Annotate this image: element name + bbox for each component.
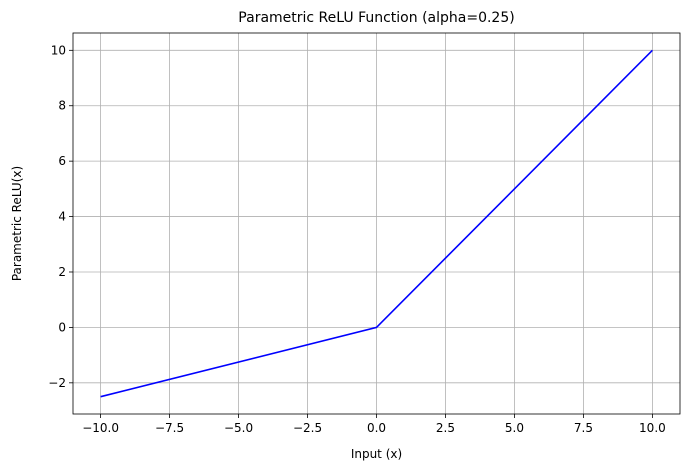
y-tick-label: 2 (58, 265, 66, 279)
x-axis-label: Input (x) (351, 447, 402, 461)
x-tick-label: −5.0 (224, 421, 253, 435)
x-tick-label: 5.0 (505, 421, 524, 435)
y-tick-label: 10 (51, 43, 66, 57)
x-tick-label: 10.0 (639, 421, 666, 435)
y-tick-label: 4 (58, 210, 66, 224)
series-layer (100, 49, 653, 398)
y-tick-label: 8 (58, 99, 66, 113)
x-tick-label: 7.5 (574, 421, 593, 435)
x-tick-label: −7.5 (155, 421, 184, 435)
series-line (100, 49, 653, 398)
y-tick-label: 0 (58, 320, 66, 334)
ticks: −10.0 −7.5 −5.0 −2.5 0.0 2.5 5.0 7.5 10.0 −2 0 2 4 6 8… (48, 43, 665, 435)
x-tick-label: −10.0 (82, 421, 119, 435)
grid (73, 33, 680, 414)
x-tick-label: 2.5 (436, 421, 455, 435)
y-tick-label: 6 (58, 154, 66, 168)
chart-title: Parametric ReLU Function (alpha=0.25) (238, 10, 514, 26)
x-tick-label: 0.0 (367, 421, 386, 435)
y-tick-label: −2 (48, 376, 66, 390)
x-tick-label: −2.5 (293, 421, 322, 435)
y-axis-label: Parametric ReLU(x) (10, 166, 24, 281)
